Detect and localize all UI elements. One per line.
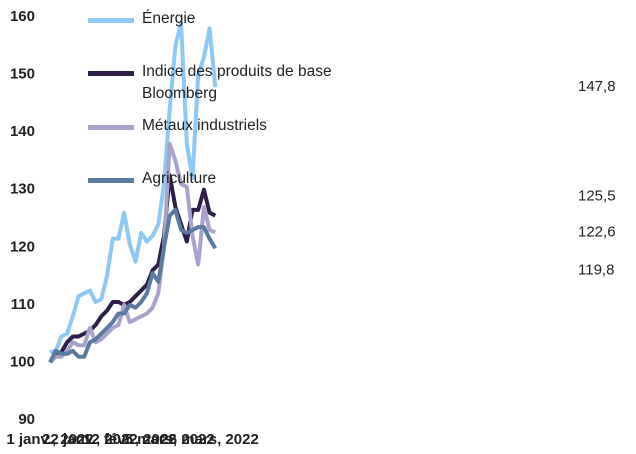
x-tick-label: 12 févr., 2022: [83, 431, 176, 448]
y-tick-label: 120: [10, 238, 35, 255]
legend-label: Indice des produits de base Bloomberg: [142, 63, 332, 102]
x-tick-label: 22 janv., 2022: [42, 431, 138, 448]
series-line: [48, 141, 217, 364]
series-line: [48, 173, 217, 364]
end-value-label: 125,5: [578, 188, 616, 205]
legend-entry: Métaux industriels: [88, 117, 352, 137]
legend-swatch: [88, 178, 134, 183]
x-tick-label: 1 janv., 2022: [6, 431, 93, 448]
legend-swatch: [88, 71, 134, 76]
end-value-label: 147,8: [578, 78, 616, 95]
y-tick-label: 130: [10, 181, 35, 198]
legend-label: Énergie: [142, 10, 196, 27]
legend-label: Métaux industriels: [142, 117, 267, 134]
x-tick-label: 26 mars, 2022: [160, 431, 258, 448]
legend-label: Agriculture: [142, 170, 217, 187]
legend-swatch: [88, 18, 134, 23]
x-tick-label: 5 mars, 2022: [125, 431, 215, 448]
y-tick-label: 100: [10, 353, 35, 370]
y-tick-label: 140: [10, 123, 35, 140]
y-tick-label: 90: [18, 411, 35, 428]
y-tick-label: 150: [10, 66, 35, 83]
legend-entry: Agriculture: [88, 170, 352, 190]
legend-swatch: [88, 125, 134, 130]
series-line: [49, 20, 218, 355]
series-line: [48, 207, 218, 364]
legend-entry: Indice des produits de base Bloomberg: [88, 63, 352, 105]
y-tick-label: 160: [10, 8, 35, 25]
legend-entry: Énergie: [88, 10, 352, 30]
y-tick-label: 110: [11, 296, 35, 313]
end-value-label: 122,6: [578, 223, 616, 240]
end-value-label: 119,8: [578, 261, 614, 278]
